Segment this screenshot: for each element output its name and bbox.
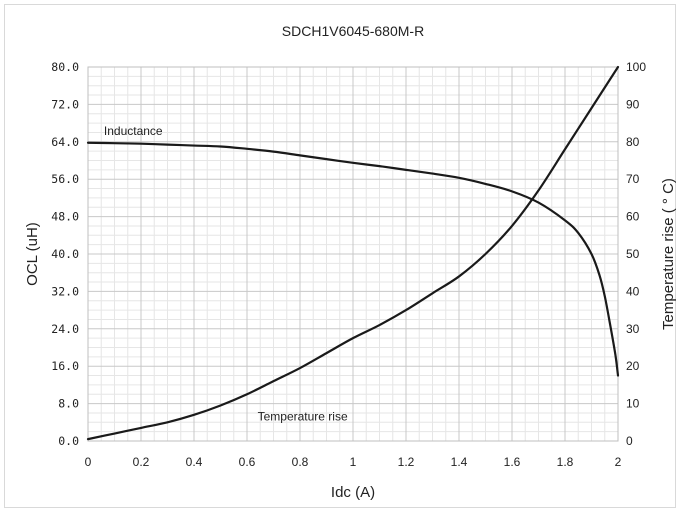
x-tick-label: 1.6 [504, 455, 521, 469]
series-line-inductance [86, 141, 620, 377]
y-left-tick-label: 32.0 [51, 284, 79, 298]
y-right-tick-label: 20 [626, 359, 640, 373]
major-gridlines [88, 67, 618, 441]
y-left-tick-label: 40.0 [51, 247, 79, 261]
y-left-tick-label: 80.0 [51, 60, 79, 74]
y-right-tick-label: 10 [626, 397, 640, 411]
y-right-tick-label: 100 [626, 60, 646, 74]
y-left-tick-label: 24.0 [51, 322, 79, 336]
x-axis-label: Idc (A) [331, 484, 375, 501]
x-tick-label: 1.4 [451, 455, 468, 469]
x-tick-label: 0.2 [133, 455, 150, 469]
annotation-label: Inductance [104, 124, 163, 138]
x-axis-ticks: 0 0.2 0.4 0.6 0.8 1 1.2 1.4 1.6 1.8 2 [85, 455, 622, 469]
x-tick-label: 0.6 [239, 455, 256, 469]
y-right-axis-ticks: 0 10 20 30 40 50 60 70 80 90 100 [626, 60, 646, 448]
chart-title: SDCH1V6045-680M-R [282, 23, 424, 39]
annotation-label: Temperature rise [258, 409, 348, 423]
y-left-axis-label: OCL (uH) [24, 222, 41, 286]
y-right-tick-label: 40 [626, 284, 640, 298]
series-layer [86, 65, 620, 441]
y-left-tick-label: 64.0 [51, 135, 79, 149]
x-tick-label: 0.8 [292, 455, 309, 469]
y-right-tick-label: 50 [626, 247, 640, 261]
y-left-tick-label: 16.0 [51, 359, 79, 373]
x-tick-label: 0 [85, 455, 92, 469]
y-right-tick-label: 0 [626, 434, 633, 448]
y-right-axis-label: Temperature rise ( ° C) [660, 178, 677, 330]
x-tick-label: 1.8 [557, 455, 574, 469]
x-tick-label: 1.2 [398, 455, 415, 469]
y-right-tick-label: 70 [626, 172, 640, 186]
y-right-tick-label: 80 [626, 135, 640, 149]
y-left-tick-label: 72.0 [51, 97, 79, 111]
y-left-tick-label: 8.0 [58, 397, 79, 411]
y-left-axis-ticks: 0.0 8.0 16.0 24.0 32.0 40.0 48.0 56.0 64.0 72.0 80… [51, 60, 79, 448]
x-tick-label: 0.4 [186, 455, 203, 469]
y-right-tick-label: 30 [626, 322, 640, 336]
plot-area [87, 66, 619, 442]
y-right-tick-label: 60 [626, 210, 640, 224]
annotations: Inductance Temperature rise [104, 124, 348, 424]
y-right-tick-label: 90 [626, 97, 640, 111]
series-line-temperature-rise [86, 65, 620, 441]
x-tick-label: 2 [615, 455, 622, 469]
y-left-tick-label: 48.0 [51, 210, 79, 224]
x-tick-label: 1 [350, 455, 357, 469]
y-left-tick-label: 56.0 [51, 172, 79, 186]
y-left-tick-label: 0.0 [58, 434, 79, 448]
